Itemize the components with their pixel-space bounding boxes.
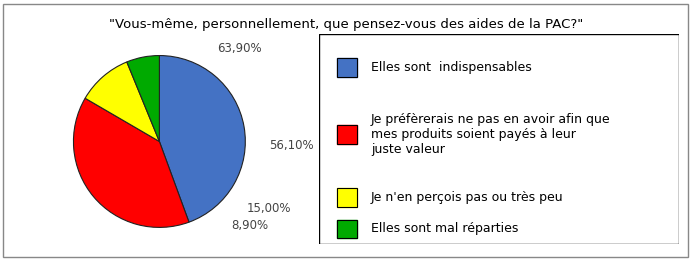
Text: 63,90%: 63,90% bbox=[218, 42, 262, 55]
Bar bbox=[337, 58, 357, 77]
Text: Je n'en perçois pas ou très peu: Je n'en perçois pas ou très peu bbox=[371, 191, 563, 204]
Bar bbox=[337, 58, 357, 77]
Text: Elles sont mal réparties: Elles sont mal réparties bbox=[371, 222, 518, 236]
Text: 8,90%: 8,90% bbox=[231, 219, 268, 232]
Bar bbox=[337, 220, 357, 238]
Bar bbox=[337, 125, 357, 144]
Text: Je préfèrerais ne pas en avoir afin que
mes produits soient payés à leur
juste v: Je préfèrerais ne pas en avoir afin que … bbox=[371, 113, 611, 156]
Text: "Vous-même, personnellement, que pensez-vous des aides de la PAC?": "Vous-même, personnellement, que pensez-… bbox=[109, 18, 584, 31]
Bar bbox=[337, 188, 357, 207]
Text: 15,00%: 15,00% bbox=[247, 202, 291, 215]
Wedge shape bbox=[73, 98, 189, 227]
Wedge shape bbox=[159, 56, 245, 222]
Text: 56,10%: 56,10% bbox=[270, 139, 314, 152]
Bar bbox=[337, 220, 357, 238]
Text: Elles sont  indispensables: Elles sont indispensables bbox=[371, 61, 532, 74]
Bar bbox=[337, 125, 357, 144]
Wedge shape bbox=[127, 56, 159, 141]
Wedge shape bbox=[85, 62, 159, 141]
Bar bbox=[337, 188, 357, 207]
